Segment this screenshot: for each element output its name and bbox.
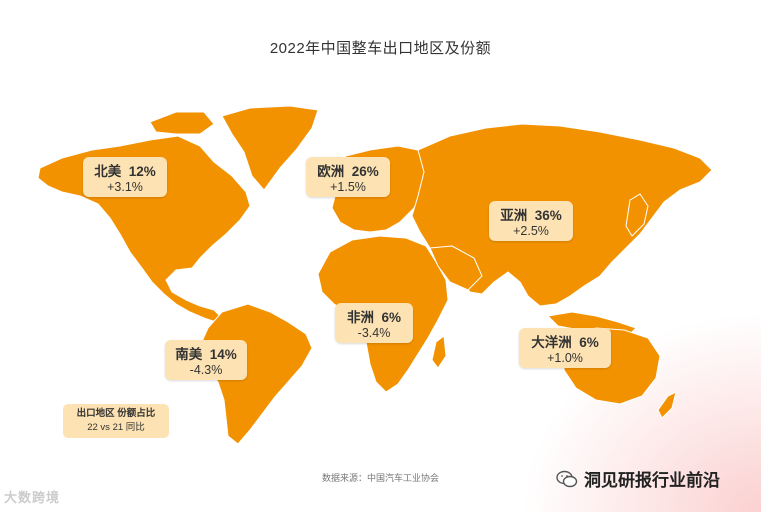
legend-box: 出口地区 份额占比 22 vs 21 同比 xyxy=(63,404,169,438)
watermark-right: 洞见研报行业前沿 xyxy=(556,466,720,491)
region-change: +1.5% xyxy=(330,180,366,194)
region-label-south-america: 南美 14% -4.3% xyxy=(165,340,247,380)
region-share: 12% xyxy=(128,164,156,179)
region-name: 非洲 xyxy=(346,310,374,325)
region-label-asia: 亚洲 36% +2.5% xyxy=(489,201,573,241)
region-label-europe: 欧洲 26% +1.5% xyxy=(306,157,390,197)
region-share: 6% xyxy=(381,310,402,325)
region-change: +3.1% xyxy=(107,180,143,194)
region-name: 南美 xyxy=(175,347,203,362)
land-arabia xyxy=(429,245,483,291)
region-share: 26% xyxy=(351,164,379,179)
land-arctic-islands xyxy=(149,111,215,135)
region-share: 36% xyxy=(534,208,562,223)
wechat-icon xyxy=(556,470,578,487)
land-new-zealand xyxy=(657,391,677,419)
region-name: 大洋洲 xyxy=(531,335,572,350)
chart-title: 2022年中国整车出口地区及份额 xyxy=(269,40,492,57)
region-change: -3.4% xyxy=(357,326,391,340)
region-label-oceania: 大洋洲 6% +1.0% xyxy=(519,328,611,368)
land-greenland xyxy=(221,105,319,191)
region-name: 欧洲 xyxy=(317,164,345,179)
region-change: +1.0% xyxy=(547,351,583,365)
land-madagascar xyxy=(431,335,447,369)
region-change: -4.3% xyxy=(189,363,223,377)
region-share: 14% xyxy=(209,347,237,362)
legend-line-1: 出口地区 份额占比 xyxy=(76,408,156,419)
watermark-right-text: 洞见研报行业前沿 xyxy=(584,471,720,490)
region-label-africa: 非洲 6% -3.4% xyxy=(335,303,413,343)
region-name: 北美 xyxy=(94,164,122,179)
legend-line-2: 22 vs 21 同比 xyxy=(87,422,145,433)
watermark-left: 大数跨境 xyxy=(4,490,61,505)
region-name: 亚洲 xyxy=(500,208,528,223)
region-share: 6% xyxy=(579,335,599,350)
land-japan xyxy=(625,193,649,237)
data-source: 数据来源：中国汽车工业协会 xyxy=(321,473,439,483)
region-change: +2.5% xyxy=(513,224,549,238)
region-label-north-america: 北美 12% +3.1% xyxy=(83,157,167,197)
